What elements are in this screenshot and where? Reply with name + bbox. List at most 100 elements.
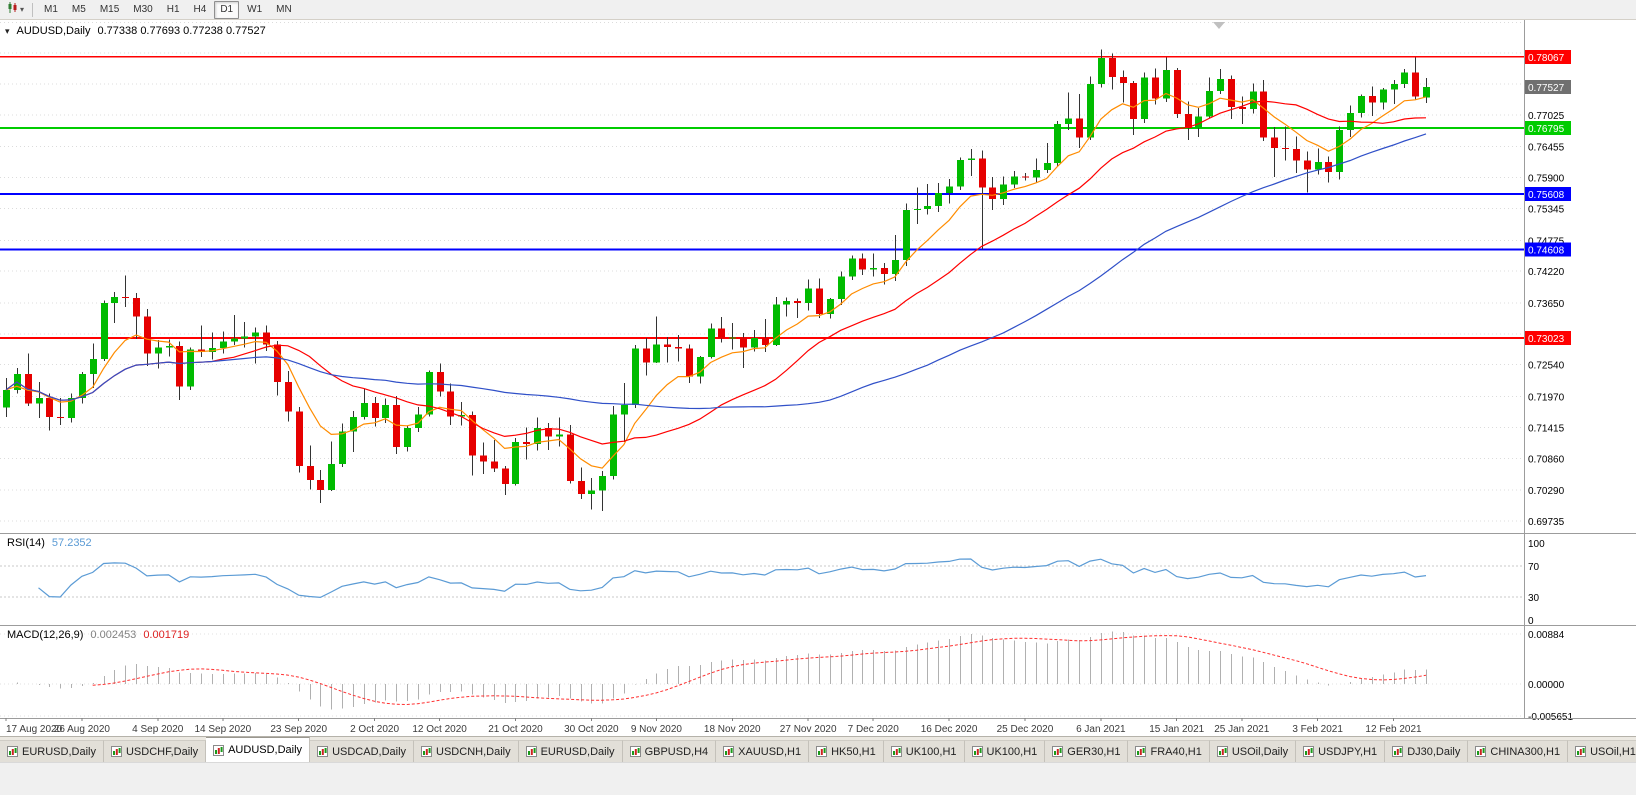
chart-tab-icon <box>1135 746 1147 757</box>
candle-body <box>1076 118 1083 138</box>
chart-canvas[interactable]: 0.77025 0.76455 0.75900 0.75345 0.74775 0.742… <box>0 20 1636 736</box>
hline-price-label-box <box>1525 49 1571 64</box>
candle-body <box>523 442 530 444</box>
tab-usdchf-daily[interactable]: USDCHF,Daily <box>103 740 207 762</box>
hline-price-label: 0.78067 <box>1528 53 1565 64</box>
candle-body <box>350 417 357 432</box>
candle-body <box>1185 114 1192 129</box>
candle-body <box>935 193 942 207</box>
candle-body <box>827 299 834 315</box>
date-tick-label: 25 Dec 2020 <box>997 724 1054 735</box>
candle-body <box>1412 72 1419 97</box>
tab-usdcad-daily[interactable]: USDCAD,Daily <box>310 740 415 762</box>
rsi-tick-label: 70 <box>1528 562 1540 573</box>
chart-tab-icon <box>1575 746 1587 757</box>
date-tick-label: 25 Jan 2021 <box>1214 724 1269 735</box>
timeframe-button-h4[interactable]: H4 <box>193 4 207 15</box>
hline-price-label: 0.73023 <box>1528 334 1565 345</box>
tab-dj30-daily[interactable]: DJ30,Daily <box>1385 740 1469 762</box>
candle-body <box>241 336 248 339</box>
tab-label: UK100,H1 <box>905 745 957 758</box>
macd-tick-label: 0.00884 <box>1528 630 1565 641</box>
price-tick-label: 0.73650 <box>1528 299 1565 310</box>
macd-main-value: 0.002453 <box>90 629 137 641</box>
chart-type-button[interactable]: ▾ <box>3 0 27 20</box>
chart-tab-icon <box>421 746 433 757</box>
price-tick-label: 0.77025 <box>1528 111 1565 122</box>
candle-body <box>231 338 238 342</box>
tab-audusd-daily[interactable]: AUDUSD,Daily <box>206 737 311 762</box>
candle-body <box>480 455 487 462</box>
timeframe-button-m1[interactable]: M1 <box>44 4 58 15</box>
timeframe-button-d1[interactable]: D1 <box>214 0 240 19</box>
date-tick-label: 21 Oct 2020 <box>488 724 543 735</box>
candle-body <box>578 481 585 494</box>
candle-body <box>762 337 769 346</box>
hline-price-label-box <box>1525 186 1571 201</box>
candle-body <box>838 276 845 300</box>
tab-usdjpy-h1[interactable]: USDJPY,H1 <box>1296 740 1386 762</box>
date-tick-label: 12 Feb 2021 <box>1365 724 1422 735</box>
tab-ger30-h1[interactable]: GER30,H1 <box>1045 740 1129 762</box>
date-tick-label: 4 Sep 2020 <box>132 724 184 735</box>
candle-body <box>166 345 173 348</box>
tab-gbpusd-h4[interactable]: GBPUSD,H4 <box>622 740 717 762</box>
rsi-name: RSI(14) <box>7 537 45 549</box>
candle-body <box>718 328 725 339</box>
candle-body <box>122 296 129 298</box>
tab-label: EURUSD,Daily <box>540 745 615 758</box>
candle-body <box>1369 95 1376 103</box>
candle-body <box>816 288 823 315</box>
chart-menu-arrow-icon[interactable]: ▾ <box>5 25 10 36</box>
candle-body <box>1163 70 1170 99</box>
tab-xauusd-h1[interactable]: XAUUSD,H1 <box>716 740 810 762</box>
tab-usdcnh-daily[interactable]: USDCNH,Daily <box>414 740 519 762</box>
hline-price-label-box <box>1525 330 1571 345</box>
candle-body <box>382 404 389 419</box>
tab-eurusd-daily[interactable]: EURUSD,Daily <box>518 740 623 762</box>
candle-body <box>1011 176 1018 185</box>
candle-body <box>1401 72 1408 85</box>
candle-body <box>1044 163 1051 170</box>
timeframe-group: M1 M5 M15 M30 H1 H4 D1 W1 MN <box>38 0 298 19</box>
tab-uk100-h1[interactable]: UK100,H1 <box>883 740 965 762</box>
timeframe-button-w1[interactable]: W1 <box>247 4 263 15</box>
timeframe-button-mn[interactable]: MN <box>276 4 292 15</box>
tab-fra40-h1[interactable]: FRA40,H1 <box>1128 740 1210 762</box>
tab-eurusd-daily[interactable]: EURUSD,Daily <box>0 740 104 762</box>
candle-body <box>859 258 866 270</box>
candle-body <box>773 304 780 346</box>
timeframe-button-m15[interactable]: M15 <box>99 4 120 15</box>
chart-tab-icon <box>629 746 641 757</box>
chart-tab-icon <box>317 746 329 757</box>
tab-label: HK50,H1 <box>831 745 876 758</box>
price-tick-label: 0.75900 <box>1528 174 1565 185</box>
candle-body <box>1228 79 1235 107</box>
candle-body <box>79 374 86 399</box>
tab-uk100-h1[interactable]: UK100,H1 <box>964 740 1046 762</box>
tab-hk50-h1[interactable]: HK50,H1 <box>809 740 884 762</box>
chart-tab-icon <box>1303 746 1315 757</box>
rsi-tick-label: 100 <box>1528 539 1545 550</box>
candle-body <box>534 428 541 444</box>
tab-usoil-h1[interactable]: USOil,H1 <box>1568 740 1636 762</box>
date-tick-label: 16 Dec 2020 <box>921 724 978 735</box>
candle-body <box>740 337 747 348</box>
candle-body <box>1065 118 1072 125</box>
timeframe-button-m30[interactable]: M30 <box>133 4 153 15</box>
candle-body <box>751 337 758 348</box>
candle-body <box>1380 89 1387 103</box>
candle-body <box>90 359 97 375</box>
tab-usoil-daily[interactable]: USOil,Daily <box>1209 740 1297 762</box>
tab-label: GBPUSD,H4 <box>644 745 709 758</box>
candle-body <box>632 348 639 405</box>
candle-body <box>198 349 205 352</box>
date-tick-label: 6 Jan 2021 <box>1076 724 1126 735</box>
price-gridlines <box>0 21 1524 522</box>
tab-china300-h1[interactable]: CHINA300,H1 <box>1468 740 1569 762</box>
timeframe-button-m5[interactable]: M5 <box>71 4 86 15</box>
timeframe-button-h1[interactable]: H1 <box>166 4 180 15</box>
candle-body <box>1054 124 1061 164</box>
chart-shift-marker-icon[interactable] <box>1213 22 1225 29</box>
